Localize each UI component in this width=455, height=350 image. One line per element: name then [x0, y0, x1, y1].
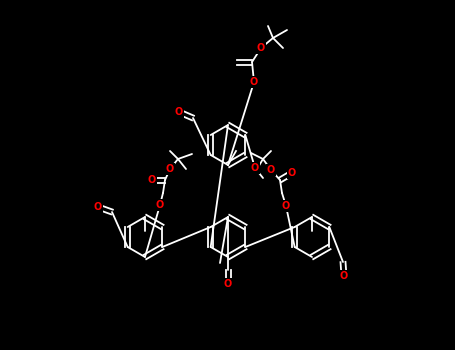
Text: O: O [282, 201, 290, 211]
Text: O: O [94, 202, 102, 212]
Text: O: O [288, 168, 296, 178]
Text: O: O [257, 43, 265, 53]
Text: O: O [148, 175, 156, 185]
Text: O: O [156, 200, 164, 210]
Text: O: O [166, 164, 174, 174]
Text: O: O [251, 163, 259, 173]
Text: O: O [224, 279, 232, 289]
Text: O: O [175, 107, 183, 117]
Text: O: O [340, 271, 348, 281]
Text: O: O [267, 165, 275, 175]
Text: O: O [250, 77, 258, 87]
